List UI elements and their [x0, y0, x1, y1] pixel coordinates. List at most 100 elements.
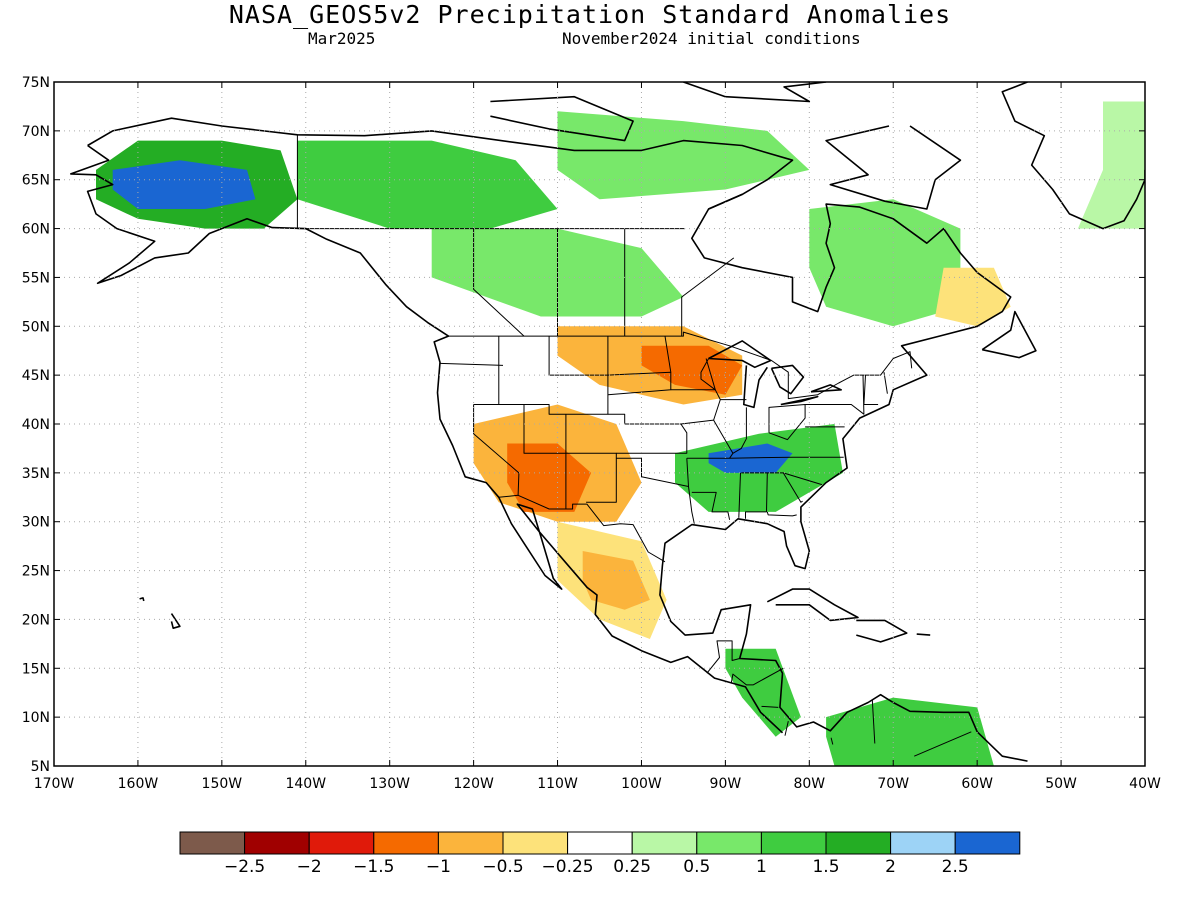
coastline-segment [683, 82, 827, 103]
colorbar-swatch [373, 831, 439, 855]
political-border [729, 456, 844, 459]
coastline-segment [170, 613, 181, 629]
lon-tick-label: 150W [202, 776, 243, 792]
colorbar-label: 2 [885, 857, 896, 877]
valid-month: Mar2025 [308, 29, 376, 48]
coastline-segment [743, 365, 768, 409]
lat-tick-label: 40N [22, 417, 50, 433]
colorbar-swatch [631, 831, 698, 855]
anomaly-venezuela-wet [826, 697, 994, 766]
lat-tick-label: 55N [22, 270, 50, 286]
political-border [664, 336, 672, 373]
lon-tick-label: 80W [793, 776, 825, 792]
lon-tick-label: 100W [621, 776, 662, 792]
political-border [705, 358, 716, 390]
lat-tick-label: 35N [22, 466, 50, 482]
coastline-segment [87, 117, 1028, 762]
political-border [738, 472, 741, 518]
anomaly-greenland-wet [1077, 101, 1145, 229]
colorbar-swatch [502, 831, 569, 855]
colorbar-label: −1 [426, 857, 451, 877]
lon-tick-label: 170W [34, 776, 75, 792]
lon-tick-label: 160W [118, 776, 159, 792]
coastline-segment [1001, 82, 1145, 230]
coastline-segment [708, 193, 743, 210]
anomaly-alaska-strong-wet [112, 160, 256, 209]
political-border [688, 486, 695, 524]
political-border [732, 407, 747, 454]
colorbar-label: 0.25 [613, 857, 651, 877]
anomaly-arizona-strong-dry [507, 443, 592, 512]
colorbar-label: 2.5 [942, 857, 969, 877]
lon-tick-label: 120W [453, 776, 494, 792]
anomaly-central-america-wet [725, 648, 801, 737]
political-border [616, 457, 689, 487]
colorbar-label: −2.5 [224, 857, 265, 877]
colorbar-swatch [244, 831, 310, 855]
lat-tick-label: 65N [22, 173, 50, 189]
anomaly-yukon-wet [297, 140, 558, 229]
political-border [607, 371, 672, 396]
colorbar-swatch [760, 831, 827, 855]
coastline-segment [780, 395, 819, 406]
lat-tick-label: 70N [22, 124, 50, 140]
lon-tick-label: 110W [537, 776, 578, 792]
colorbar-swatch [954, 831, 1021, 855]
lon-tick-label: 140W [285, 776, 326, 792]
political-border [686, 419, 734, 459]
political-border [448, 331, 913, 400]
colorbar-swatch [825, 831, 892, 855]
anomaly-labrador-dry [935, 267, 1011, 327]
political-border [691, 491, 731, 520]
coastline-segment [810, 384, 842, 393]
anomaly-quebec-wet [809, 199, 961, 327]
political-border [681, 257, 735, 337]
coastline-segment [708, 340, 772, 369]
colorbar-label: 1 [756, 857, 767, 877]
lat-tick-label: 5N [31, 759, 50, 775]
political-border [741, 472, 823, 486]
coastline-segment [70, 144, 784, 734]
lon-tick-label: 60W [961, 776, 993, 792]
political-border [706, 640, 740, 674]
anomaly-canada-arctic-wet [557, 111, 810, 200]
colorbar-label: −0.5 [482, 857, 523, 877]
colorbar-swatch [308, 831, 375, 855]
political-border [863, 375, 879, 405]
colorbar-swatch [696, 831, 762, 855]
lat-tick-label: 30N [22, 515, 50, 531]
political-border [805, 375, 865, 415]
anomaly-mexico-core-dry [582, 551, 650, 610]
colorbar-label: −0.25 [542, 857, 594, 877]
lon-tick-label: 90W [710, 776, 742, 792]
coastline-segment [770, 364, 805, 395]
coastline-segment [856, 619, 908, 643]
political-border [523, 404, 567, 509]
lat-tick-label: 50N [22, 319, 50, 335]
coastline-segment [490, 95, 634, 142]
lon-tick-label: 130W [369, 776, 410, 792]
colorbar-swatch [890, 831, 956, 855]
colorbar-label: 0.5 [683, 857, 710, 877]
colorbar-swatch [567, 831, 633, 855]
lat-tick-label: 75N [22, 75, 50, 91]
colorbar-swatch [437, 831, 504, 855]
anomaly-minnesota-strong-dry [641, 345, 743, 395]
lat-tick-label: 15N [22, 661, 50, 677]
lat-tick-label: 10N [22, 710, 50, 726]
political-border [784, 720, 789, 736]
political-border [782, 472, 803, 503]
colorbar-label: −2 [297, 857, 322, 877]
colorbar-label: −1.5 [353, 857, 394, 877]
colorbar-swatch [179, 831, 246, 855]
coastline-segment [766, 588, 859, 622]
political-border [883, 372, 888, 394]
political-border [830, 737, 834, 745]
coastline-segment [825, 125, 962, 210]
lon-tick-label: 70W [877, 776, 909, 792]
map-title: NASA_GEOS5v2 Precipitation Standard Anom… [228, 0, 952, 29]
political-border [766, 511, 797, 517]
lat-tick-label: 45N [22, 368, 50, 384]
initial-conditions: November2024 initial conditions [562, 29, 861, 48]
